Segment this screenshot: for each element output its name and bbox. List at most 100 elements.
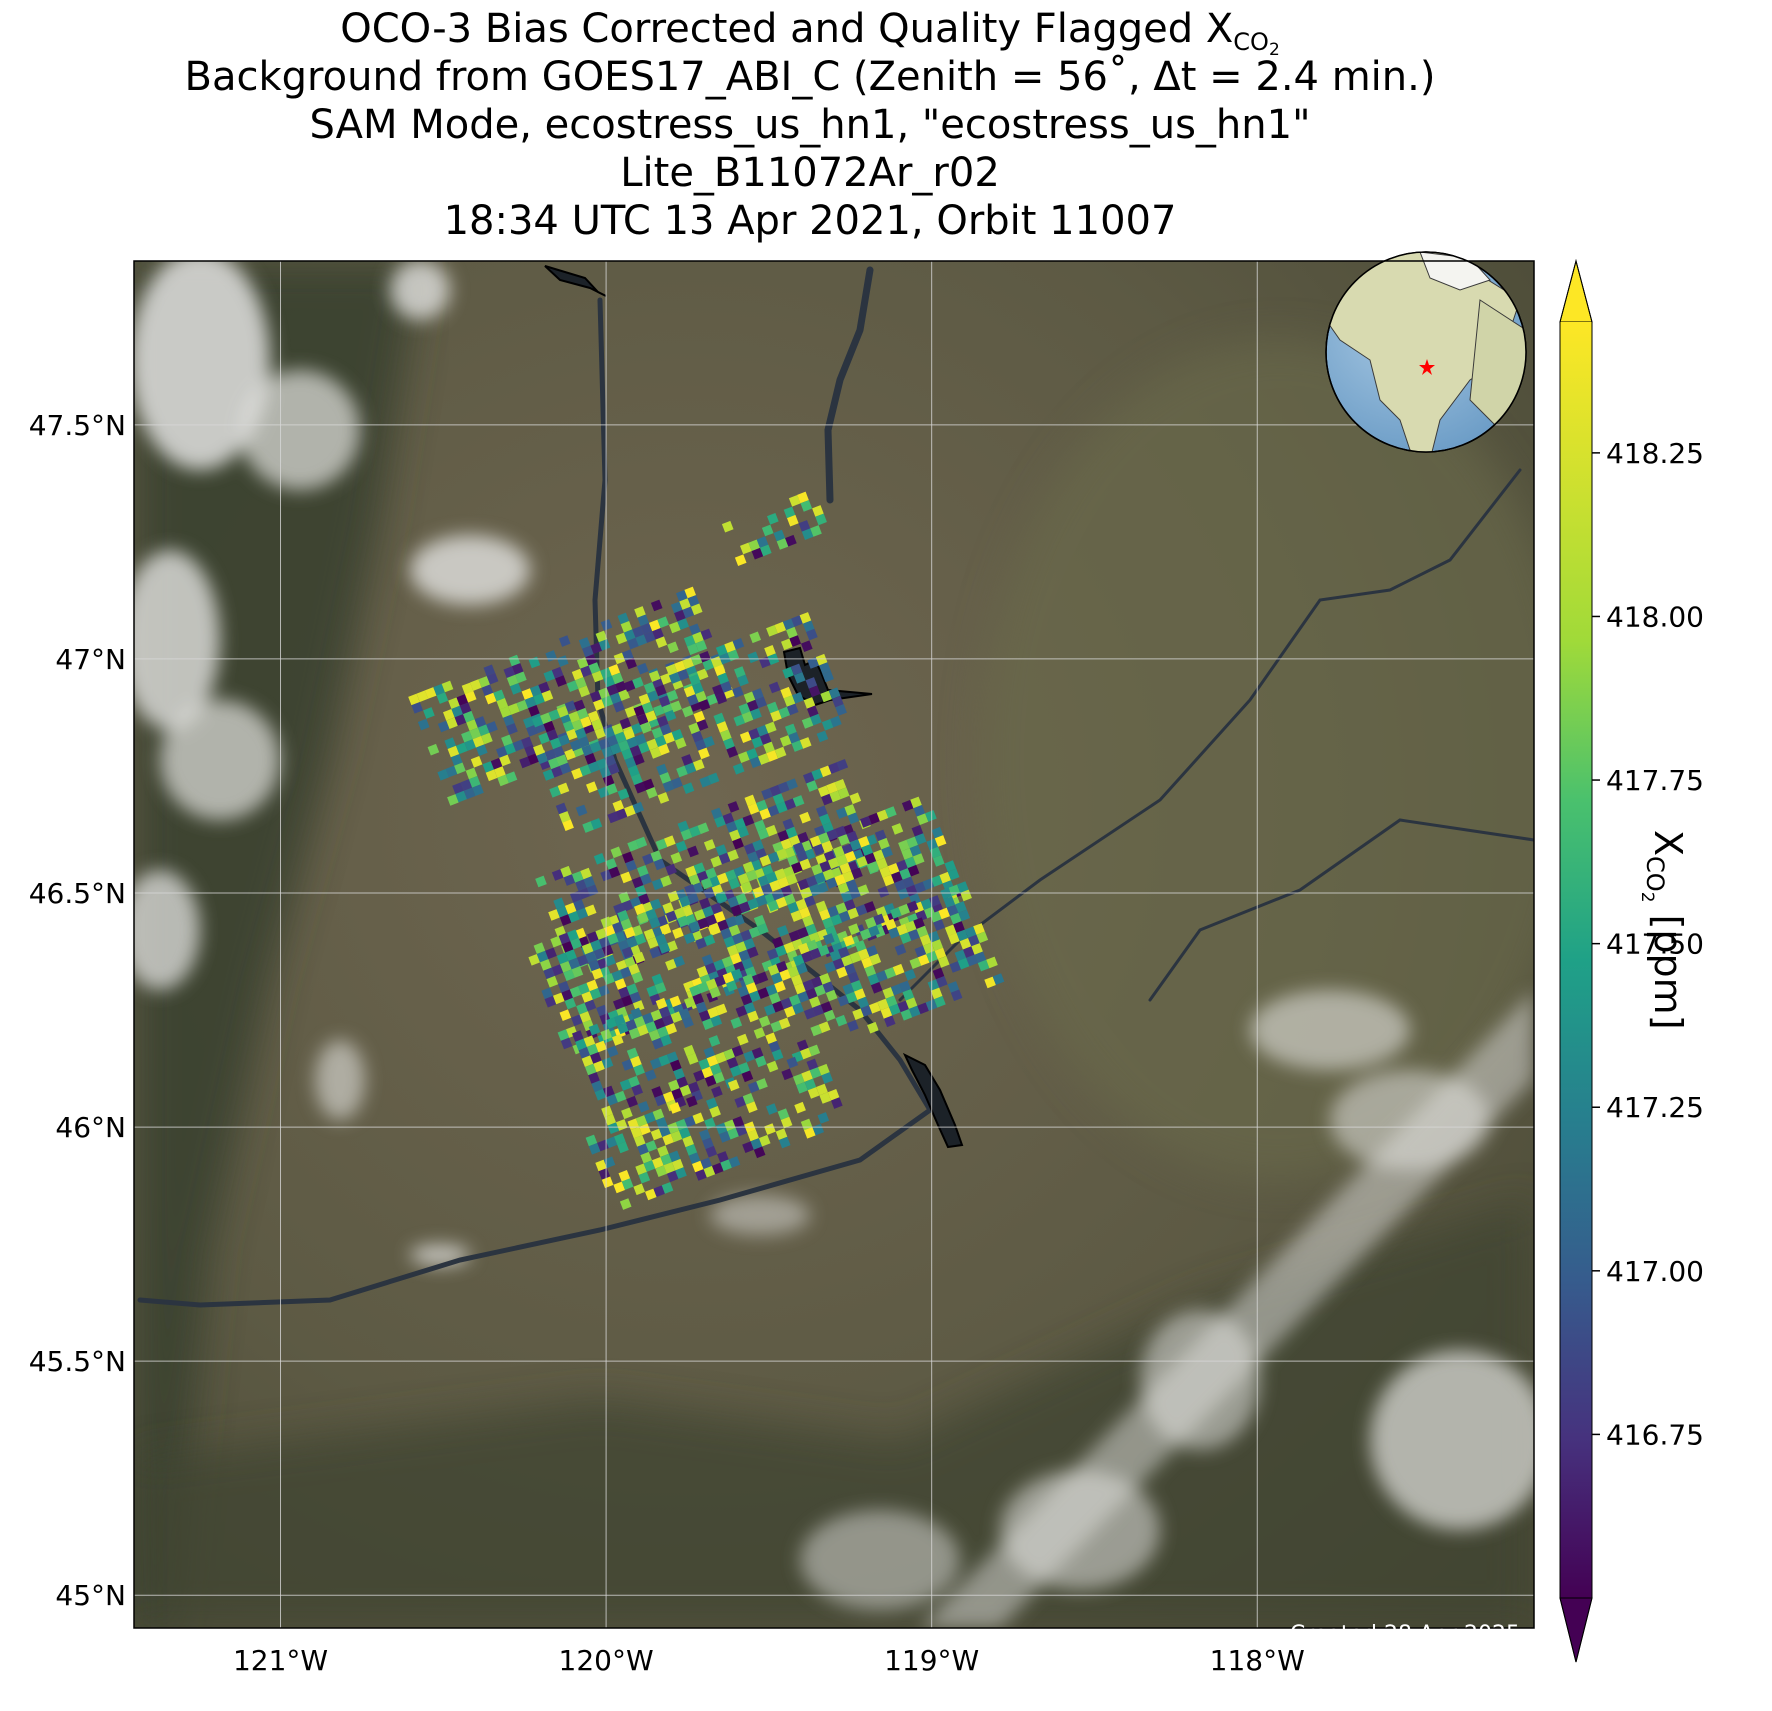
sounding-pixel: [686, 1095, 698, 1108]
sounding-pixel: [754, 819, 766, 832]
sounding-pixel: [825, 989, 838, 1002]
sounding-pixel: [446, 717, 458, 730]
sounding-pixel: [835, 902, 848, 915]
sounding-pixel: [608, 664, 621, 676]
sounding-pixel: [617, 1141, 629, 1154]
sounding-pixel: [617, 788, 630, 801]
sounding-pixel: [697, 917, 709, 930]
sounding-pixel: [594, 727, 607, 740]
sounding-pixel: [688, 1152, 701, 1165]
sounding-pixel: [515, 671, 527, 684]
sounding-pixel: [939, 871, 952, 884]
sounding-pixel: [623, 926, 636, 939]
sounding-pixel: [450, 754, 463, 766]
sounding-pixel: [751, 1047, 764, 1059]
sounding-pixel: [856, 855, 868, 868]
sounding-pixel: [784, 798, 797, 811]
sounding-pixel: [827, 857, 840, 870]
sounding-pixel: [963, 946, 975, 958]
sounding-pixel: [892, 963, 905, 976]
sounding-pixel: [944, 924, 957, 937]
sounding-pixel: [571, 668, 584, 681]
sounding-pixel: [724, 641, 736, 653]
sounding-pixel: [490, 757, 503, 770]
colorbar-ticks: 416.75 417.00 417.25 417.50 417.75 418.00 418.…: [1592, 437, 1704, 1451]
sounding-pixel: [644, 1069, 657, 1082]
sounding-pixel: [861, 956, 873, 969]
sounding-pixel: [786, 778, 798, 791]
sounding-pixel: [551, 964, 564, 976]
sounding-pixel: [711, 807, 723, 820]
sounding-pixel: [588, 1072, 600, 1084]
sounding-pixel: [815, 513, 827, 526]
lat-tick-label: 46.5°N: [29, 877, 126, 910]
sounding-pixel: [689, 825, 701, 838]
sounding-pixel: [764, 1004, 776, 1016]
sounding-pixel: [496, 697, 509, 710]
sounding-pixel: [925, 810, 937, 822]
sounding-pixel: [774, 746, 787, 759]
sounding-pixel: [535, 875, 547, 888]
sounding-pixel: [759, 854, 772, 867]
sounding-pixel: [955, 901, 967, 913]
sounding-pixel: [653, 1185, 666, 1198]
sounding-pixel: [692, 1160, 704, 1173]
sounding-pixel: [621, 1059, 634, 1071]
sounding-pixel: [649, 946, 662, 959]
sounding-pixel: [575, 804, 588, 817]
sounding-pixel: [681, 754, 693, 766]
sounding-pixel: [598, 639, 611, 651]
sounding-pixel: [614, 978, 627, 990]
sounding-pixel: [575, 1038, 587, 1051]
sounding-pixel: [687, 694, 699, 706]
sounding-pixel: [758, 1134, 771, 1147]
sounding-pixel: [626, 736, 639, 749]
sounding-pixel: [719, 1131, 731, 1143]
sounding-pixel: [631, 971, 644, 984]
sounding-pixel: [785, 723, 797, 736]
sounding-pixel: [819, 973, 831, 985]
sounding-pixel: [682, 606, 695, 619]
sounding-pixel: [702, 1137, 714, 1150]
sounding-pixel: [815, 653, 828, 666]
sounding-pixel: [553, 745, 565, 758]
sounding-pixel: [931, 826, 944, 839]
sounding-pixel: [917, 1002, 929, 1015]
sounding-pixel: [819, 765, 832, 778]
sounding-pixel: [557, 1029, 570, 1041]
sounding-pixel: [561, 941, 574, 953]
sounding-pixel: [460, 779, 473, 791]
sounding-pixel: [585, 1134, 598, 1147]
sounding-pixel: [551, 869, 564, 881]
sounding-pixel: [821, 840, 834, 853]
sounding-pixel: [891, 823, 904, 835]
sounding-pixel: [652, 1156, 664, 1169]
sounding-pixel: [670, 601, 683, 614]
sounding-pixel: [824, 961, 837, 974]
sounding-pixel: [723, 737, 735, 750]
sounding-pixel: [703, 934, 716, 946]
sounding-pixel: [665, 910, 678, 923]
sounding-pixel: [550, 935, 562, 948]
sounding-pixel: [866, 945, 878, 957]
sounding-pixel: [512, 739, 525, 752]
sounding-pixel: [658, 1125, 671, 1138]
sounding-pixel: [793, 671, 806, 684]
sounding-pixel: [792, 691, 804, 704]
map-gridlines: [134, 261, 1534, 1628]
sounding-pixel: [631, 722, 643, 735]
sounding-pixel: [888, 1003, 901, 1016]
sounding-pixel: [688, 722, 701, 735]
sounding-pixel: [744, 794, 757, 807]
sounding-pixel: [764, 644, 776, 657]
sounding-pixel: [869, 953, 882, 966]
sounding-pixel: [591, 718, 603, 731]
sounding-pixel: [617, 1022, 629, 1035]
sounding-pixel: [417, 718, 430, 731]
sounding-pixel: [897, 888, 910, 900]
sounding-pixel: [564, 700, 577, 713]
sounding-pixel: [618, 740, 630, 752]
sounding-pixel: [503, 666, 516, 679]
sounding-pixel: [868, 925, 880, 937]
sounding-pixel: [649, 619, 661, 632]
